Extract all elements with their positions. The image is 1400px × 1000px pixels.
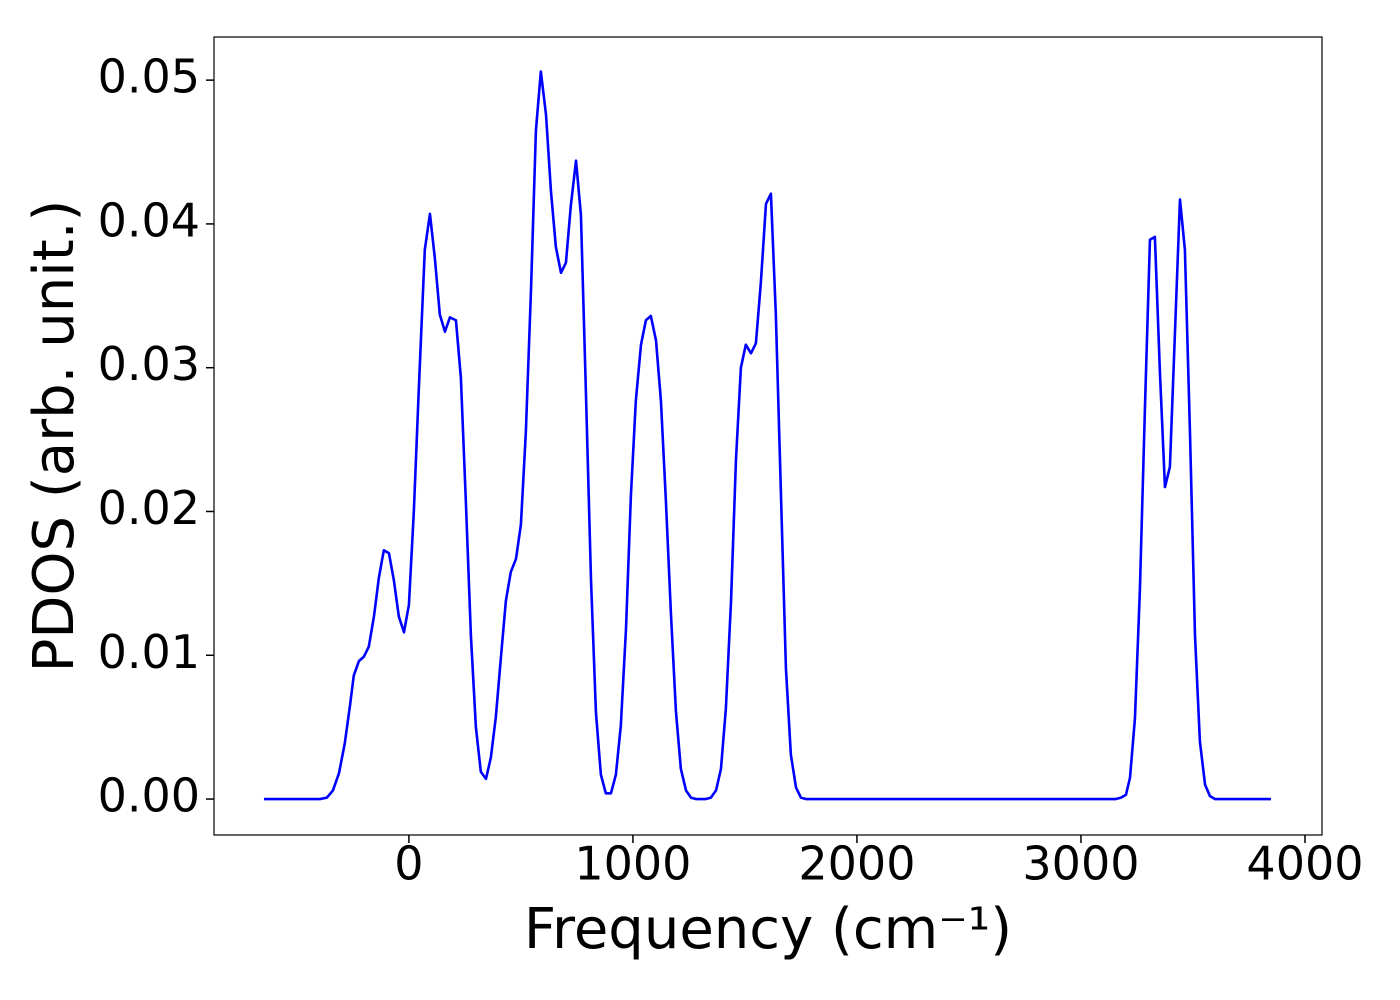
y-axis-label: PDOS (arb. unit.) — [22, 200, 87, 673]
x-axis-label: Frequency (cm⁻¹) — [524, 897, 1012, 962]
y-tick-label: 0.01 — [98, 625, 200, 679]
y-tick-label: 0.03 — [98, 337, 200, 391]
y-tick-label: 0.00 — [98, 769, 200, 823]
x-tick-label: 4000 — [1246, 837, 1363, 891]
y-tick-label: 0.02 — [98, 481, 200, 535]
y-tick-label: 0.04 — [98, 193, 200, 247]
x-tick-label: 2000 — [798, 837, 915, 891]
y-tick-label: 0.05 — [98, 50, 200, 104]
x-tick-label: 1000 — [574, 837, 691, 891]
x-tick-label: 3000 — [1022, 837, 1139, 891]
pdos-line — [263, 70, 1271, 801]
x-tick-label: 0 — [394, 837, 423, 891]
plot-frame — [213, 36, 1323, 836]
